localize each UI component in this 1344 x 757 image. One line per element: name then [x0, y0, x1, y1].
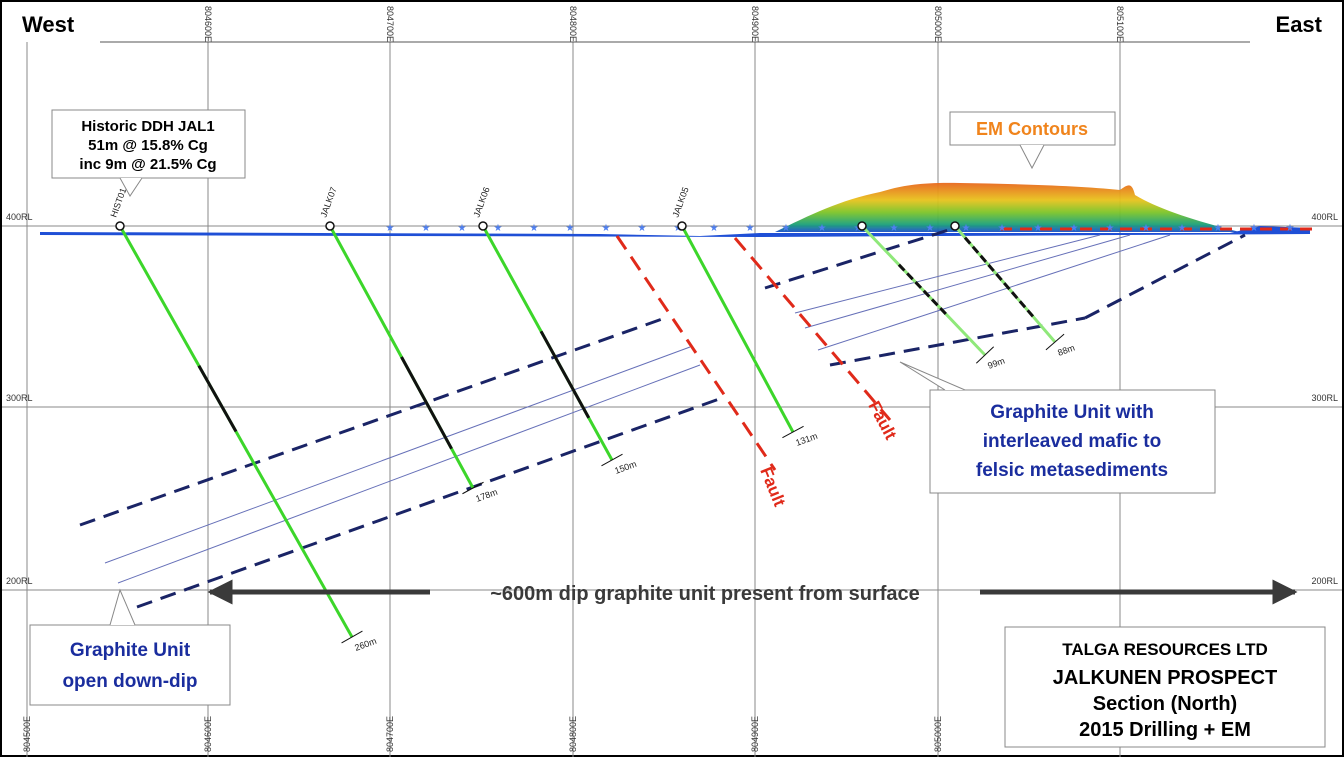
prospect: JALKUNEN PROSPECT — [1053, 667, 1277, 689]
surface-marker: ★ — [998, 223, 1007, 234]
callout-pointer — [119, 177, 143, 197]
easting-label: 804800E — [568, 6, 578, 42]
easting-label: 805100E — [1115, 6, 1125, 42]
graphite-intercept — [197, 365, 238, 433]
collar — [857, 221, 867, 231]
surface-marker: ★ — [818, 223, 827, 234]
surface-marker: ★ — [926, 223, 935, 234]
rl-label: 400RL — [1311, 212, 1338, 222]
surface-marker: ★ — [1034, 223, 1043, 234]
easting-label: 804600E — [203, 716, 213, 752]
downdip-callout — [29, 624, 231, 706]
graphite-callout — [929, 389, 1216, 494]
hole-end — [1045, 333, 1065, 351]
em-label: EM Contours — [976, 119, 1088, 139]
hole-end — [462, 481, 484, 495]
surface-marker: ★ — [1142, 223, 1151, 234]
easting-label: 804600E — [203, 6, 213, 42]
surface — [40, 226, 1310, 237]
surface-marker: ★ — [1178, 223, 1187, 234]
historic-callout — [51, 109, 246, 179]
surface-marker: ★ — [458, 223, 467, 234]
callout-pointer — [109, 588, 136, 626]
rl-label: 200RL — [6, 576, 33, 586]
callout-text: open down-dip — [62, 671, 197, 692]
easting-label: 804800E — [568, 716, 578, 752]
graphite-intercept — [400, 356, 453, 450]
surface-marker: ★ — [710, 223, 719, 234]
surface-marker: ★ — [386, 223, 395, 234]
surface-marker: ★ — [566, 223, 575, 234]
surface-marker: ★ — [1250, 223, 1259, 234]
company: TALGA RESOURCES LTD — [1062, 640, 1268, 659]
subtitle: 2015 Drilling + EM — [1079, 719, 1251, 741]
surface-marker: ★ — [890, 223, 899, 234]
surface-marker: ★ — [746, 223, 755, 234]
rl-label: 200RL — [1311, 576, 1338, 586]
collar — [677, 221, 687, 231]
drill-hole — [860, 224, 987, 357]
callout-text: felsic metasediments — [976, 460, 1168, 481]
surface-marker: ★ — [602, 223, 611, 234]
callout-text: interleaved mafic to — [983, 431, 1161, 452]
graphite-intercept — [539, 330, 591, 419]
collar — [478, 221, 488, 231]
title-block — [1004, 626, 1326, 748]
section: Section (North) — [1093, 693, 1237, 715]
easting-label: 804700E — [385, 6, 395, 42]
surface-marker: ★ — [1106, 223, 1115, 234]
surface-marker: ★ — [494, 223, 503, 234]
callout-text: Graphite Unit with — [990, 402, 1154, 423]
easting-label: 804700E — [385, 716, 395, 752]
fault-line — [615, 235, 777, 471]
surface-marker: ★ — [1070, 223, 1079, 234]
callout-pointer — [899, 361, 966, 391]
callout-text: inc 9m @ 21.5% Cg — [79, 156, 216, 173]
easting-label: 804900E — [750, 6, 760, 42]
callout-text: 51m @ 15.8% Cg — [88, 137, 208, 154]
rl-label: 400RL — [6, 212, 33, 222]
easting-label: 804900E — [750, 716, 760, 752]
west-label: West — [22, 12, 75, 37]
surface-marker: ★ — [1214, 223, 1223, 234]
surface-marker: ★ — [638, 223, 647, 234]
surface-marker: ★ — [1286, 223, 1295, 234]
easting-label: 804500E — [22, 716, 32, 752]
dip-label: ~600m dip graphite unit present from sur… — [490, 583, 920, 605]
surface-marker: ★ — [782, 223, 791, 234]
hole-end — [975, 346, 995, 364]
hole-end — [341, 630, 363, 644]
fault-line — [733, 237, 892, 421]
surface-marker: ★ — [530, 223, 539, 234]
callout-text: Historic DDH JAL1 — [81, 118, 214, 135]
collar — [325, 221, 335, 231]
hole-end — [601, 453, 623, 467]
surface-marker: ★ — [422, 223, 431, 234]
graphite-intercept — [963, 236, 1037, 320]
drill-hole — [680, 225, 795, 433]
graphite-unit — [79, 226, 1246, 609]
collar — [950, 221, 960, 231]
em-contours — [775, 182, 1240, 232]
collar — [115, 221, 125, 231]
rl-label: 300RL — [6, 393, 33, 403]
callout-text: Graphite Unit — [70, 640, 191, 661]
rl-label: 300RL — [1311, 393, 1338, 403]
hole-end — [782, 425, 804, 439]
callout-pointer — [1019, 144, 1045, 170]
east-label: East — [1276, 12, 1323, 37]
easting-label: 805000E — [933, 6, 943, 42]
easting-label: 805000E — [933, 716, 943, 752]
surface-marker: ★ — [962, 223, 971, 234]
